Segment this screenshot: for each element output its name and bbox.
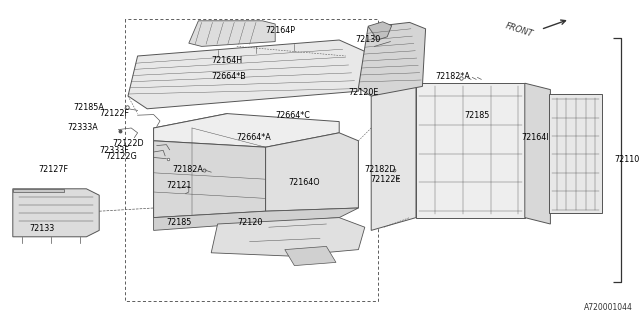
Polygon shape <box>13 189 64 192</box>
Polygon shape <box>128 40 368 109</box>
Text: 72182*A: 72182*A <box>435 72 470 81</box>
Text: 72122G: 72122G <box>106 152 138 161</box>
Polygon shape <box>371 83 416 230</box>
Polygon shape <box>154 114 339 147</box>
Text: 72664*A: 72664*A <box>237 133 271 142</box>
Text: 72164H: 72164H <box>211 56 243 65</box>
Text: 72182D: 72182D <box>365 165 396 174</box>
Text: 72130: 72130 <box>355 36 380 44</box>
Text: 72164P: 72164P <box>266 26 296 35</box>
Polygon shape <box>13 189 99 237</box>
Text: 72110: 72110 <box>614 156 639 164</box>
Polygon shape <box>358 22 426 96</box>
Polygon shape <box>154 208 358 230</box>
Text: 72164O: 72164O <box>288 178 319 187</box>
Text: 72185A: 72185A <box>74 103 104 112</box>
Text: 72185: 72185 <box>464 111 490 120</box>
Polygon shape <box>189 21 275 46</box>
Polygon shape <box>285 246 336 266</box>
Text: 72664*C: 72664*C <box>275 111 310 120</box>
Text: 72133: 72133 <box>29 224 54 233</box>
Text: 72122D: 72122D <box>112 140 143 148</box>
Text: 72120: 72120 <box>237 218 262 227</box>
Text: 72333A: 72333A <box>67 124 98 132</box>
Text: 72164I: 72164I <box>522 133 549 142</box>
Polygon shape <box>549 94 602 213</box>
Text: 72122F: 72122F <box>99 109 129 118</box>
Text: 72185: 72185 <box>166 218 192 227</box>
Polygon shape <box>416 83 525 218</box>
Polygon shape <box>154 114 227 218</box>
Text: 72120E: 72120E <box>349 88 379 97</box>
Text: 72127F: 72127F <box>38 165 68 174</box>
Text: 72122E: 72122E <box>370 175 401 184</box>
Polygon shape <box>154 141 266 218</box>
Text: 72182A: 72182A <box>173 165 204 174</box>
Text: 72121: 72121 <box>166 181 192 190</box>
Polygon shape <box>211 218 365 256</box>
Text: 72333F: 72333F <box>99 146 129 155</box>
Text: 72664*B: 72664*B <box>211 72 246 81</box>
Polygon shape <box>525 83 550 224</box>
Polygon shape <box>368 22 392 40</box>
Text: FRONT: FRONT <box>504 22 534 39</box>
Polygon shape <box>266 133 358 211</box>
Text: A720001044: A720001044 <box>584 303 632 312</box>
